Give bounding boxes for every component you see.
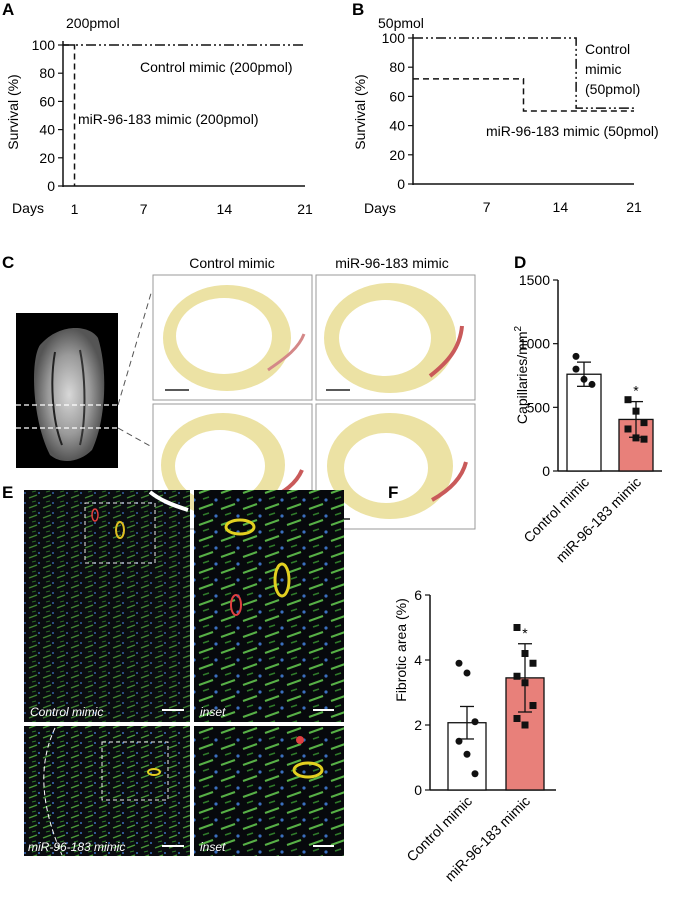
panel-label-a: A <box>2 0 14 19</box>
data-point <box>471 770 479 778</box>
y-tick-label: 0 <box>47 178 55 194</box>
y-tick-label: 20 <box>39 150 55 166</box>
data-point <box>632 407 640 415</box>
chart-f-ylabel: Fibrotic area (%) <box>393 598 409 701</box>
y-tick-label: 40 <box>389 118 405 134</box>
data-point <box>580 375 588 383</box>
chart-b-annot-mir: miR-96-183 mimic (50pmol) <box>486 123 659 139</box>
chart-b-xlabel: Days <box>364 200 396 216</box>
data-point <box>455 659 463 667</box>
panel-e-label-control: Control mimic <box>30 705 103 719</box>
data-point <box>463 750 471 758</box>
chart-a-annot-mir: miR-96-183 mimic (200pmol) <box>78 111 259 127</box>
data-point <box>455 737 463 745</box>
data-point <box>624 396 632 404</box>
x-tick-label: 21 <box>626 199 642 215</box>
y-tick-label: 6 <box>414 587 422 603</box>
data-point <box>640 435 648 443</box>
chart-b-annot-control-3: (50pmol) <box>585 81 640 97</box>
series-line-control <box>413 37 634 109</box>
y-tick-label: 2 <box>414 717 422 733</box>
panel-label-f: F <box>388 483 398 502</box>
fluorescence-control <box>24 490 190 722</box>
panel-c-col-mir: miR-96-183 mimic <box>335 255 449 271</box>
y-tick-label: 40 <box>39 122 55 138</box>
data-point <box>521 721 529 729</box>
x-tick-label: 1 <box>71 201 79 217</box>
panel-label-b: B <box>352 0 364 19</box>
chart-a-title: 200pmol <box>66 15 120 31</box>
data-point <box>572 352 580 360</box>
x-tick-label: 21 <box>297 201 313 217</box>
y-tick-label: 0 <box>542 463 550 479</box>
y-tick-label: 20 <box>389 147 405 163</box>
chart-d-ylabel: Capillaries/mm2 <box>513 325 530 424</box>
data-point <box>513 624 521 631</box>
data-point <box>521 650 529 657</box>
fluorescence-mir-inset <box>194 726 344 856</box>
data-point <box>588 380 596 388</box>
y-tick-label: 0 <box>397 176 405 192</box>
data-point <box>463 669 471 677</box>
data-point <box>632 434 640 442</box>
panel-c-col-control: Control mimic <box>189 255 275 271</box>
x-tick-label: 7 <box>483 199 491 215</box>
panel-e-label-inset-2: inset <box>200 840 226 854</box>
chart-a-ylabel: Survival (%) <box>5 74 21 149</box>
chart-b-title: 50pmol <box>378 15 424 31</box>
data-point <box>513 715 521 722</box>
chart-a-xlabel: Days <box>12 200 44 216</box>
panel-label-c: C <box>2 253 14 272</box>
y-tick-label: 4 <box>414 652 422 668</box>
data-point <box>513 672 521 680</box>
panel-e-label-mir: miR-96-183 mimic <box>28 840 125 854</box>
series-line-mir <box>413 78 634 112</box>
data-point <box>521 679 529 687</box>
y-tick-label: 500 <box>527 399 551 415</box>
y-tick-label: 1000 <box>519 336 550 352</box>
panel-label-d: D <box>514 253 526 272</box>
significance-marker: * <box>522 625 528 641</box>
chart-b: 50pmol Survival (%) Days Control mimic (… <box>352 15 659 216</box>
chart-b-ylabel: Survival (%) <box>352 74 368 149</box>
data-point <box>624 425 632 433</box>
zoom-line-top <box>117 289 153 406</box>
zoom-line-bottom <box>117 427 153 448</box>
y-tick-label: 60 <box>39 93 55 109</box>
y-tick-label: 1500 <box>519 272 550 288</box>
y-tick-label: 0 <box>414 782 422 798</box>
histology-mir-top <box>315 274 476 401</box>
fluorescence-control-inset <box>194 490 344 722</box>
y-tick-label: 80 <box>39 65 55 81</box>
y-tick-label: 80 <box>389 59 405 75</box>
x-tick-label: 7 <box>140 201 148 217</box>
chart-b-annot-control-1: Control <box>585 41 630 57</box>
chart-a: 200pmol Survival (%) Days Control mimic … <box>5 15 313 217</box>
data-point <box>471 718 479 726</box>
chart-b-annot-control-2: mimic <box>585 61 622 77</box>
panel-label-e: E <box>2 483 13 502</box>
heart-overview-image <box>16 313 118 468</box>
data-point <box>640 419 648 427</box>
y-tick-label: 100 <box>32 37 56 53</box>
bar-control <box>566 373 602 472</box>
x-tick-label: 14 <box>553 199 569 215</box>
histology-control-top <box>152 274 313 401</box>
data-point <box>529 659 537 667</box>
significance-marker: * <box>633 383 639 399</box>
panel-e-label-inset-1: inset <box>200 705 226 719</box>
series-line-mir <box>63 44 76 186</box>
x-tick-label: 14 <box>217 201 233 217</box>
fluorescence-mir <box>24 726 190 856</box>
y-tick-label: 100 <box>382 30 406 46</box>
chart-a-annot-control: Control mimic (200pmol) <box>140 59 292 75</box>
y-tick-label: 60 <box>389 88 405 104</box>
data-point <box>572 365 580 373</box>
data-point <box>529 702 537 709</box>
